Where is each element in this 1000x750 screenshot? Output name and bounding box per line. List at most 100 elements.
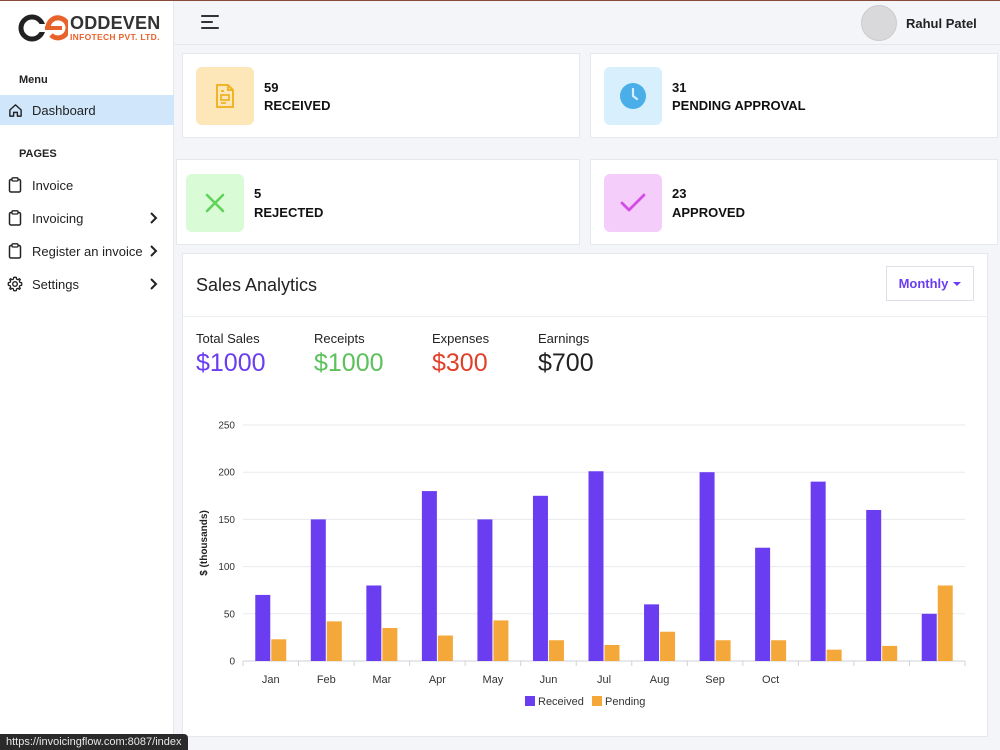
metric-label: Earnings	[538, 331, 590, 346]
sidebar-item-invoicing[interactable]: Invoicing	[0, 203, 174, 233]
bar-pending	[437, 635, 453, 661]
sidebar-item-register-invoice[interactable]: Register an invoice	[0, 236, 174, 266]
stat-icon-box	[196, 67, 254, 125]
bar-pending	[771, 640, 787, 661]
bar-pending	[604, 644, 620, 661]
brand-logo[interactable]: ODDEVEN INFOTECH PVT. LTD.	[18, 13, 160, 43]
x-tick-label: Mar	[372, 674, 391, 686]
menu-toggle-button[interactable]	[201, 15, 219, 29]
top-border	[0, 0, 1000, 1]
bar-pending	[382, 627, 398, 661]
sidebar-item-label: Settings	[32, 276, 79, 292]
sidebar-item-invoice[interactable]: Invoice	[0, 170, 174, 200]
x-tick-label: Jul	[597, 674, 611, 686]
caret-down-icon	[953, 281, 962, 286]
bar-received	[421, 491, 437, 661]
metric-value: $700	[538, 349, 594, 377]
bar-pending	[715, 640, 731, 661]
metric-total-sales: Total Sales $1000	[196, 331, 266, 378]
bar-pending	[882, 645, 898, 661]
sidebar: ODDEVEN INFOTECH PVT. LTD. Menu Dashboar…	[0, 1, 174, 750]
x-tick-label: Feb	[317, 674, 336, 686]
bar-received	[755, 547, 771, 661]
bar-pending	[493, 620, 509, 661]
sidebar-item-settings[interactable]: Settings	[0, 269, 174, 299]
stat-label: APPROVED	[672, 205, 745, 220]
y-axis-label: $ (thousands)	[199, 510, 210, 576]
legend-swatch	[525, 696, 535, 706]
y-tick-label: 150	[218, 515, 235, 526]
stat-icon-box	[186, 174, 244, 232]
stat-label: RECEIVED	[264, 98, 331, 113]
stat-card-pending: 31 PENDING APPROVAL	[590, 53, 998, 138]
brand-name: ODDEVEN	[70, 13, 161, 34]
home-icon	[7, 102, 23, 118]
y-tick-label: 0	[229, 657, 235, 668]
x-tick-label: Jan	[262, 674, 280, 686]
clipboard-icon	[7, 177, 23, 193]
sidebar-item-label: Invoicing	[32, 210, 84, 226]
stat-card-approved: 23 APPROVED	[590, 159, 998, 245]
bar-received	[310, 519, 326, 661]
bar-received	[866, 509, 882, 661]
y-tick-label: 250	[218, 421, 235, 432]
metric-label: Total Sales	[196, 331, 260, 346]
menu-heading: Menu	[19, 74, 48, 86]
check-icon	[620, 193, 646, 212]
sidebar-item-label: Dashboard	[32, 102, 96, 118]
stat-icon-box	[604, 174, 662, 232]
brand-tagline: INFOTECH PVT. LTD.	[70, 32, 160, 43]
sidebar-item-label: Register an invoice	[32, 243, 143, 259]
gear-icon	[7, 276, 23, 292]
document-icon	[216, 84, 234, 108]
stat-label: PENDING APPROVAL	[672, 98, 806, 113]
metric-label: Expenses	[432, 331, 490, 346]
x-tick-label: Apr	[429, 674, 446, 686]
top-bar: Rahul Patel	[174, 1, 1000, 45]
period-dropdown-label: Monthly	[898, 276, 949, 291]
metric-value: $300	[432, 349, 488, 377]
stat-icon-box	[604, 67, 662, 125]
stat-card-received: 59 RECEIVED	[182, 53, 580, 138]
x-tick-label: Sep	[705, 674, 725, 686]
bar-received	[366, 585, 382, 661]
stat-value: 59	[264, 80, 279, 95]
stat-value: 23	[672, 186, 687, 201]
status-bar-url: https://invoicingflow.com:8087/index	[0, 734, 188, 750]
sidebar-item-dashboard[interactable]: Dashboard	[0, 95, 174, 125]
chevron-right-icon	[150, 212, 158, 224]
metric-value: $1000	[196, 349, 266, 377]
stat-card-rejected: 5 REJECTED	[176, 159, 580, 245]
metric-value: $1000	[314, 349, 384, 377]
stat-label: REJECTED	[254, 205, 324, 220]
x-tick-label: May	[483, 674, 504, 686]
bar-received	[477, 519, 493, 661]
clipboard-icon	[7, 243, 23, 259]
sidebar-item-label: Invoice	[32, 177, 74, 193]
chevron-right-icon	[150, 245, 158, 257]
user-name[interactable]: Rahul Patel	[906, 16, 977, 31]
legend-swatch	[592, 696, 602, 706]
metric-expenses: Expenses $300	[432, 331, 489, 378]
legend-label: Pending	[605, 696, 645, 708]
close-icon	[205, 193, 225, 213]
bar-received	[644, 604, 660, 661]
bar-received	[810, 481, 826, 661]
x-tick-label: Oct	[762, 674, 779, 686]
logo-icon	[18, 14, 68, 42]
x-tick-label: Jun	[540, 674, 558, 686]
bar-received	[255, 594, 271, 661]
bar-pending	[937, 585, 953, 661]
metric-earnings: Earnings $700	[538, 331, 594, 378]
y-tick-label: 200	[218, 468, 235, 479]
bar-received	[921, 613, 937, 661]
y-tick-label: 50	[224, 609, 236, 620]
avatar[interactable]	[861, 5, 897, 41]
period-dropdown[interactable]: Monthly	[886, 266, 974, 301]
bar-pending	[660, 631, 676, 661]
bar-pending	[271, 639, 287, 661]
clock-icon	[620, 83, 646, 109]
legend-label: Received	[538, 696, 584, 708]
metric-receipts: Receipts $1000	[314, 331, 384, 378]
y-tick-label: 100	[218, 562, 235, 573]
